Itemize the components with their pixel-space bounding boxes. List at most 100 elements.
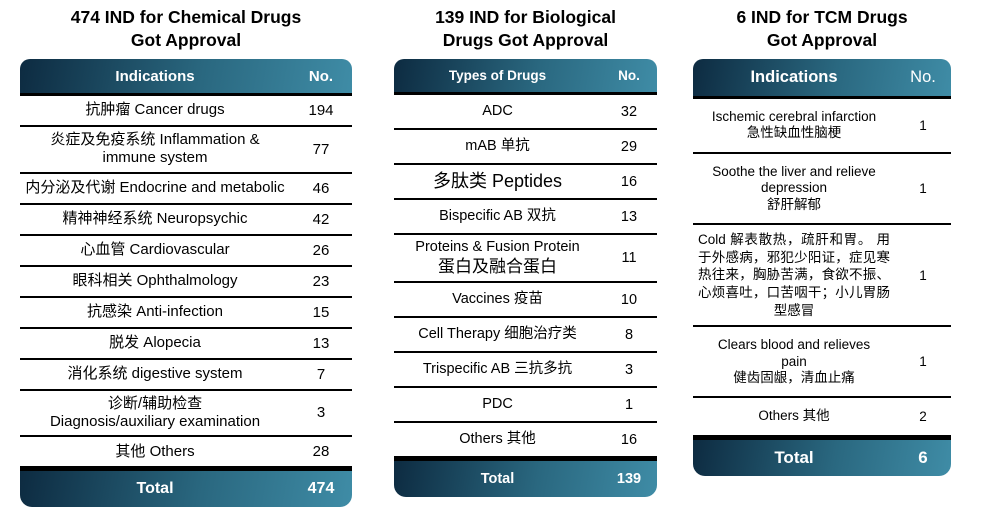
chemical-table-header: Indications No. [20, 59, 352, 96]
table-row: 多肽类 Peptides 16 [394, 165, 657, 200]
row-count: 15 [312, 303, 330, 321]
chemical-total-row: Total 474 [20, 468, 352, 507]
table-row: Ischemic cerebral infarction 急性缺血性脑梗 1 [693, 99, 951, 154]
row-count: 23 [312, 272, 330, 290]
row-label: Trispecific AB 三抗多抗 [422, 361, 573, 378]
row-count: 42 [312, 210, 330, 228]
table-row: ADC 32 [394, 95, 657, 130]
table-row: 抗感染 Anti-infection 15 [20, 298, 352, 329]
table-row: Vaccines 疫苗 10 [394, 283, 657, 319]
table-row: Bispecific AB 双抗 13 [394, 200, 657, 235]
row-label: ADC [482, 102, 513, 119]
row-label: PDC [482, 396, 513, 413]
table-row: 精神神经系统 Neuropsychic 42 [20, 205, 352, 236]
tcm-table-body: Ischemic cerebral infarction 急性缺血性脑梗 1 So… [693, 99, 951, 437]
row-label: 抗感染 Anti-infection [87, 302, 223, 320]
row-label: 炎症及免疫系统 Inflammation & immune system [50, 131, 260, 167]
column-header-no: No. [618, 68, 640, 83]
row-label: Cold 解表散热，疏肝和胃。 用于外感病，邪犯少阳证，症见寒热往来，胸胁苦满，… [698, 232, 890, 318]
column-header-indications: Indications [750, 68, 838, 86]
row-label: 消化系统 digestive system [67, 364, 243, 382]
table-row: Proteins & Fusion Protein 蛋白及融合蛋白 11 [394, 235, 657, 284]
row-count: 194 [308, 102, 334, 119]
row-label: Others 其他 [459, 431, 536, 448]
row-count: 1 [919, 354, 927, 370]
column-header-no: No. [308, 67, 334, 85]
table-row: Others 其他 16 [394, 423, 657, 459]
row-count: 1 [624, 396, 634, 413]
row-count: 16 [620, 173, 638, 190]
row-count: 13 [312, 334, 330, 352]
biological-table-header: Types of Drugs No. [394, 59, 657, 95]
total-label: Total [480, 471, 515, 488]
table-row: Soothe the liver and relieve depression 舒肝… [693, 154, 951, 226]
row-count: 29 [620, 138, 638, 155]
table-row: 其他 Others 28 [20, 437, 352, 469]
column-header-indications: Indications [115, 67, 195, 85]
biological-drugs-table: 139 IND for Biological Drugs Got Approva… [394, 0, 657, 498]
chemical-drugs-table: 474 IND for Chemical Drugs Got Approval … [20, 0, 352, 507]
chemical-table-title: 474 IND for Chemical Drugs Got Approval [70, 7, 302, 50]
table-row: Clears blood and relieves pain 健齿固龈，清血止痛 1 [693, 327, 951, 399]
table-row: Cell Therapy 细胞治疗类 8 [394, 318, 657, 354]
row-count: 8 [624, 326, 634, 343]
row-label: 眼科相关 Ophthalmology [72, 271, 238, 289]
row-label: 内分泌及代谢 Endocrine and metabolic [25, 178, 285, 196]
biological-table-body: ADC 32 mAB 单抗 29 多肽类 Peptides 16 Bispeci… [394, 95, 657, 459]
row-count: 2 [919, 409, 927, 425]
table-row: Trispecific AB 三抗多抗 3 [394, 353, 657, 389]
table-row: 抗肿瘤 Cancer drugs 194 [20, 96, 352, 127]
row-label: Proteins & Fusion Protein 蛋白及融合蛋白 [415, 239, 580, 276]
table-row: PDC 1 [394, 388, 657, 424]
row-count: 1 [919, 181, 927, 197]
table-row: Cold 解表散热，疏肝和胃。 用于外感病，邪犯少阳证，症见寒热往来，胸胁苦满，… [693, 225, 951, 328]
row-label: Bispecific AB 双抗 [439, 207, 556, 224]
row-count: 77 [312, 140, 330, 158]
row-label: Cell Therapy 细胞治疗类 [418, 326, 577, 343]
row-label: Clears blood and relieves pain 健齿固龈，清血止痛 [717, 337, 871, 386]
total-label: Total [136, 480, 174, 498]
row-label: 多肽类 Peptides [432, 170, 563, 191]
column-header-no: No. [910, 68, 936, 86]
row-label: Others 其他 [758, 408, 830, 424]
total-label: Total [774, 447, 814, 467]
tcm-table-title: 6 IND for TCM Drugs Got Approval [736, 7, 908, 50]
row-count: 11 [621, 250, 637, 267]
row-count: 28 [312, 443, 330, 461]
row-count: 7 [316, 365, 326, 383]
row-count: 3 [624, 361, 634, 378]
biological-total-row: Total 139 [394, 458, 657, 498]
column-header-types-of-drugs: Types of Drugs [448, 68, 547, 83]
tcm-total-row: Total 6 [693, 436, 951, 476]
row-label: 脱发 Alopecia [109, 333, 201, 351]
chemical-table-body: 抗肿瘤 Cancer drugs 194 炎症及免疫系统 Inflammatio… [20, 96, 352, 469]
row-label: 诊断/辅助检查 Diagnosis/auxiliary examination [49, 394, 261, 430]
row-label: 其他 Others [115, 442, 195, 460]
tcm-table-header: Indications No. [693, 59, 951, 99]
row-count: 16 [620, 431, 638, 448]
row-label: Ischemic cerebral infarction 急性缺血性脑梗 [711, 109, 877, 141]
table-row: 炎症及免疫系统 Inflammation & immune system 77 [20, 127, 352, 174]
table-row: 内分泌及代谢 Endocrine and metabolic 46 [20, 174, 352, 205]
table-row: mAB 单抗 29 [394, 130, 657, 165]
total-value: 474 [307, 480, 335, 498]
total-value: 139 [616, 471, 642, 488]
row-count: 26 [312, 241, 330, 259]
table-row: 消化系统 digestive system 7 [20, 360, 352, 391]
row-count: 32 [620, 103, 638, 120]
row-label: Soothe the liver and relieve depression 舒肝… [712, 163, 876, 212]
row-count: 46 [312, 179, 330, 197]
row-count: 10 [620, 291, 638, 308]
row-label: mAB 单抗 [465, 137, 530, 154]
table-row: 诊断/辅助检查 Diagnosis/auxiliary examination 3 [20, 391, 352, 438]
table-row: Others 其他 2 [693, 398, 951, 437]
total-value: 6 [918, 447, 928, 467]
row-label: Vaccines 疫苗 [452, 291, 543, 308]
biological-table-title: 139 IND for Biological Drugs Got Approva… [435, 7, 616, 50]
row-count: 13 [620, 208, 638, 225]
row-label: 抗肿瘤 Cancer drugs [85, 101, 225, 119]
table-row: 脱发 Alopecia 13 [20, 329, 352, 360]
row-count: 3 [316, 404, 326, 422]
row-count: 1 [919, 117, 927, 133]
